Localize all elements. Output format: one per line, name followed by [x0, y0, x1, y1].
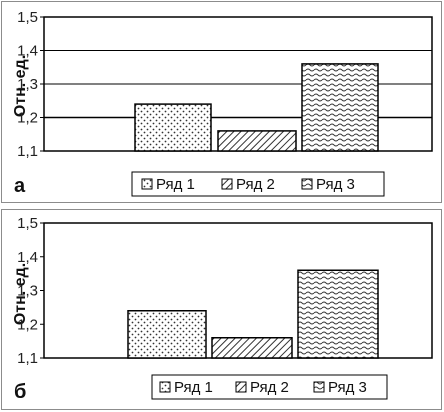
y-axis-label: Отн. ед.	[12, 55, 29, 117]
legend-swatch-1	[159, 381, 171, 393]
legend-swatch-1	[141, 178, 153, 190]
legend-swatch-3	[313, 381, 325, 393]
y-axis-label: Отн. ед.	[12, 263, 29, 325]
legend-label-1: Ряд 1	[174, 379, 213, 396]
y-tick-label: 1,5	[17, 215, 38, 232]
legend-label-3: Ряд 3	[316, 176, 355, 193]
y-tick-label: 1,3	[17, 76, 38, 93]
panel-letter: а	[14, 175, 26, 197]
legend-swatch-2	[235, 381, 247, 393]
legend-label-1: Ряд 1	[156, 176, 195, 193]
bar-series-2	[217, 130, 297, 152]
y-tick-label: 1,5	[17, 9, 38, 26]
legend-swatch-3	[301, 178, 313, 190]
legend-swatch-2	[221, 178, 233, 190]
legend: Ряд 1 Ряд 2 Ряд 3	[151, 374, 388, 400]
bar-series-3	[301, 63, 379, 152]
legend-label-2: Ряд 2	[236, 176, 275, 193]
y-tick-label: 1,2	[17, 110, 38, 127]
legend: Ряд 1 Ряд 2 Ряд 3	[131, 171, 385, 197]
chart-b-svg: б Отн. ед. Ряд 1 Ряд 2 Ряд 3 1,1 1,2 1,3 1,4 1…	[12, 215, 433, 403]
chart-a-svg: а Отн. ед. Ряд 1 Ряд 2 Ряд 3 1,1 1,2 1,3 1,4 1…	[12, 9, 433, 197]
legend-box	[131, 171, 385, 197]
chart-panel-a: а Отн. ед. Ряд 1 Ряд 2 Ряд 3 1,1 1,2 1,3 1,4 1…	[1, 1, 442, 203]
panel-letter: б	[14, 381, 26, 403]
y-tick-label: 1,1	[17, 350, 38, 367]
y-tick-label: 1,2	[17, 316, 38, 333]
y-tick-label: 1,4	[17, 43, 38, 60]
y-tick-label: 1,4	[17, 249, 38, 266]
bar-series-1	[127, 310, 207, 359]
y-tick-label: 1,3	[17, 283, 38, 300]
bar-series-1	[134, 103, 212, 152]
bar-series-3	[297, 269, 379, 359]
chart-panel-b: б Отн. ед. Ряд 1 Ряд 2 Ряд 3 1,1 1,2 1,3 1,4 1…	[1, 209, 442, 410]
y-tick-label: 1,1	[17, 143, 38, 160]
bar-series-2	[211, 337, 293, 359]
legend-box	[151, 374, 388, 400]
legend-label-2: Ряд 2	[250, 379, 289, 396]
legend-label-3: Ряд 3	[328, 379, 367, 396]
